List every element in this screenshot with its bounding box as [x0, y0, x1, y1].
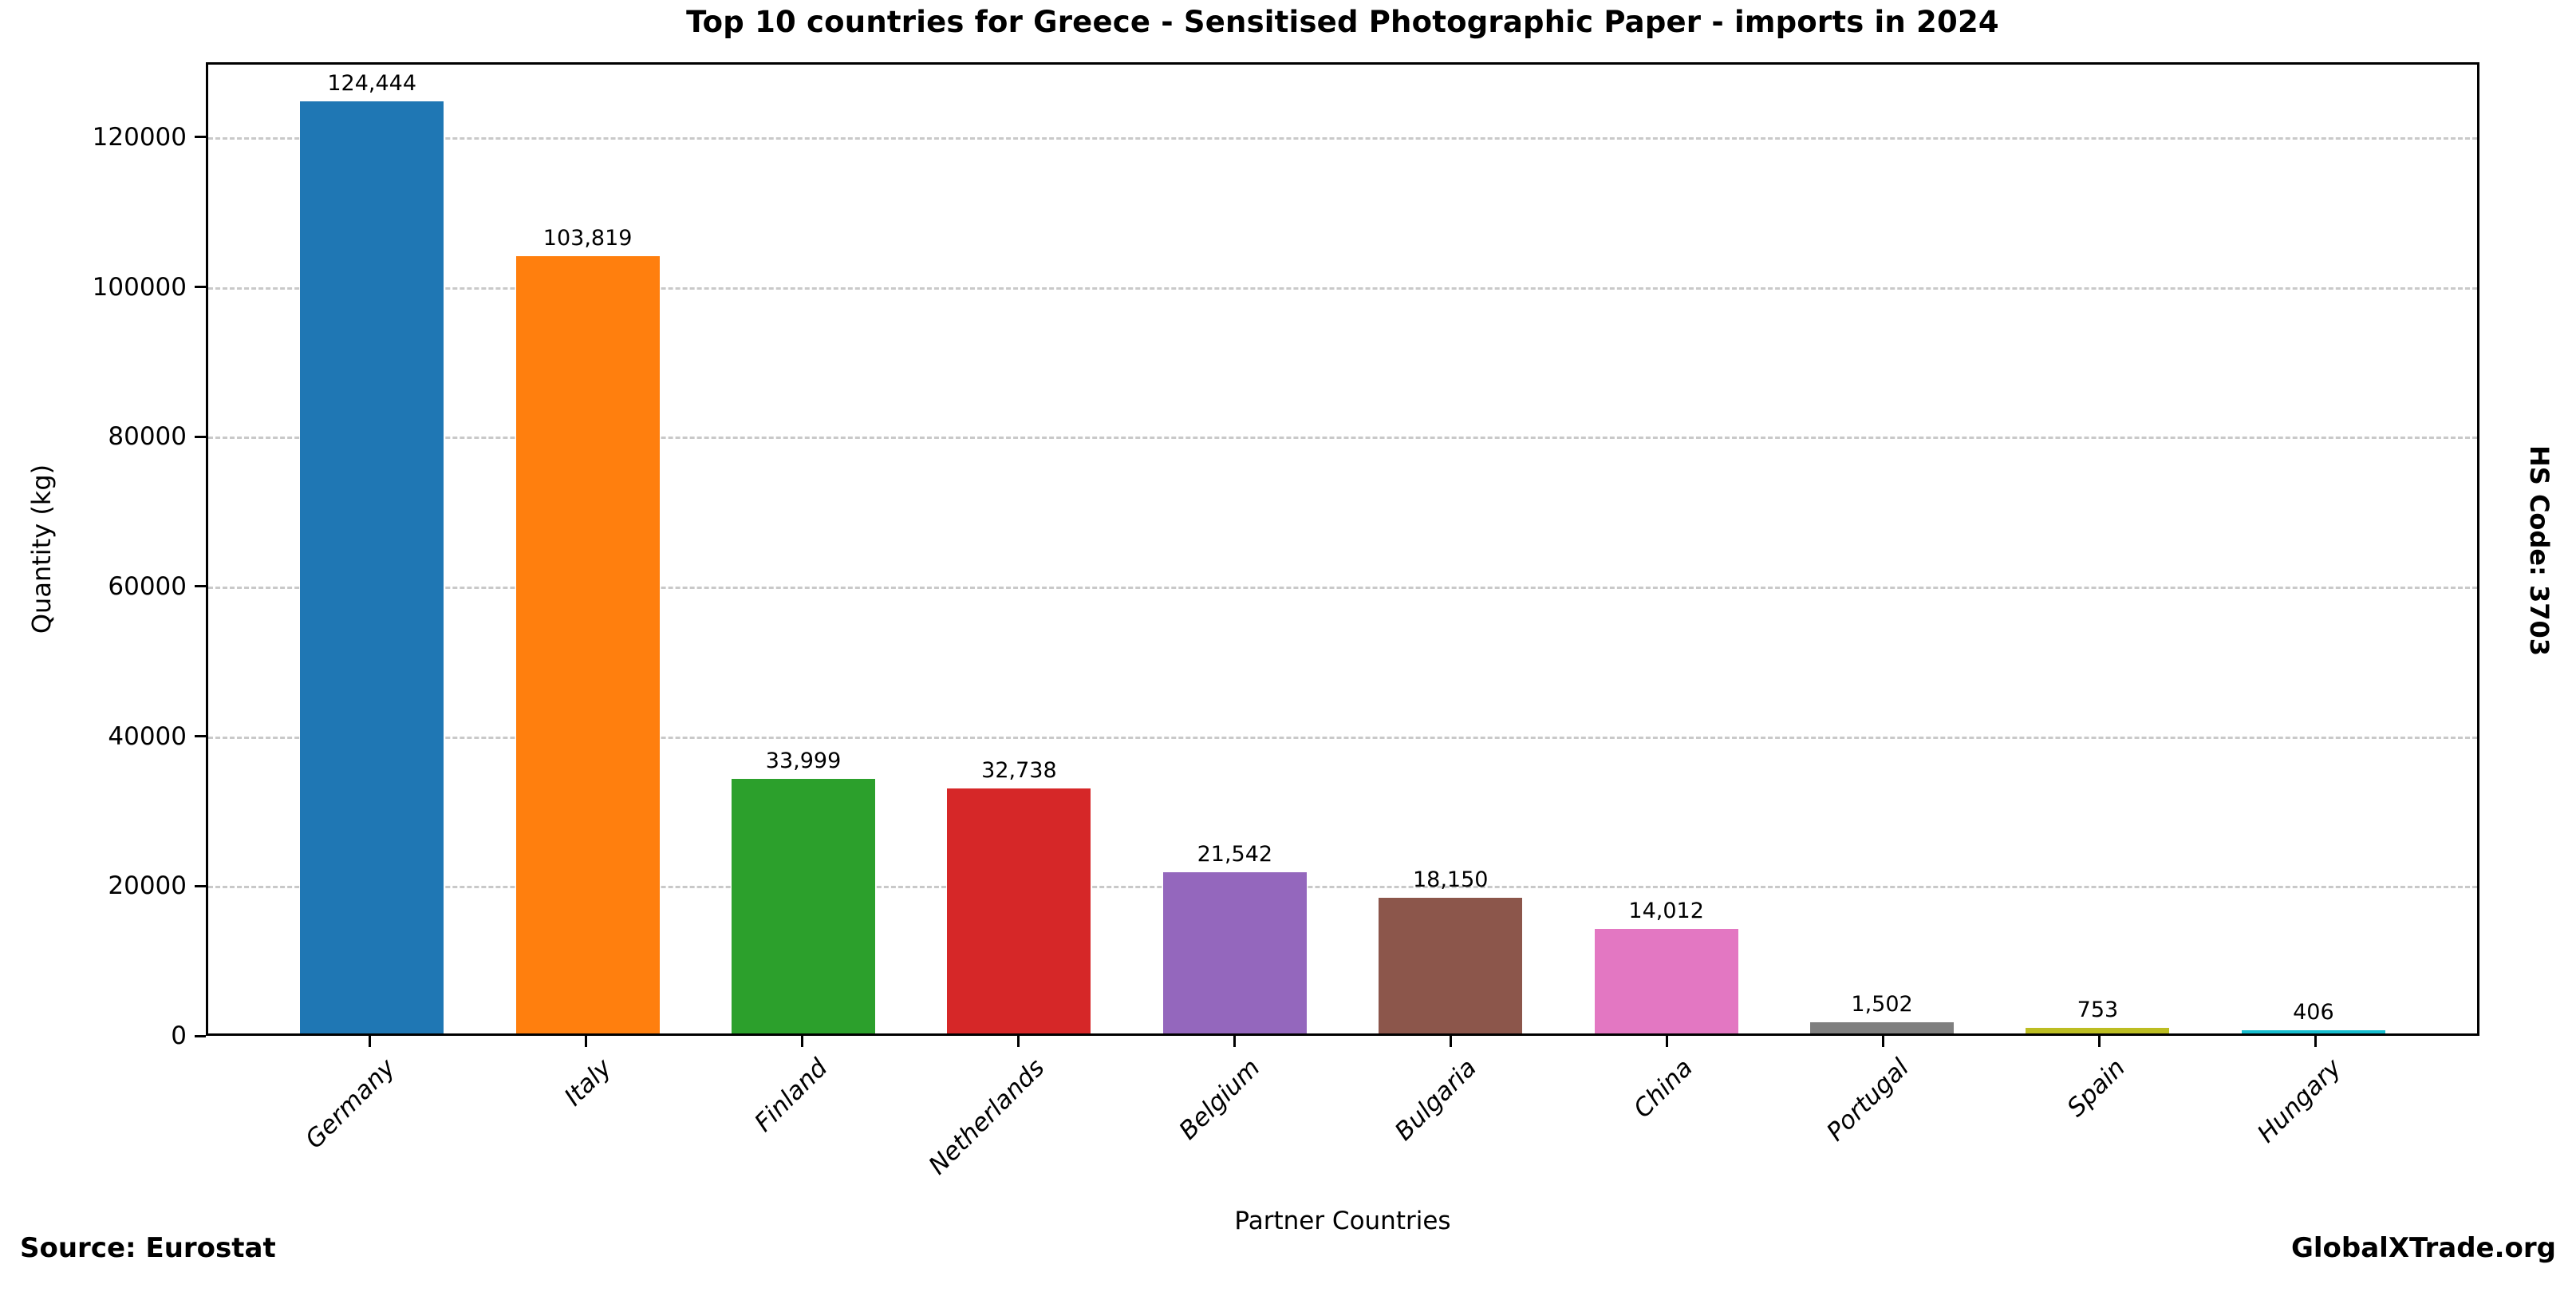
brand-watermark: GlobalXTrade.org [2290, 1232, 2556, 1264]
xtick-mark-hungary [2314, 1036, 2317, 1047]
xtick-mark-finland [801, 1036, 803, 1047]
bar-slot-finland: 33,999 [696, 65, 911, 1033]
bar-slot-germany: 124,444 [264, 65, 479, 1033]
xtick-label-belgium: Belgium [1174, 1053, 1266, 1146]
xtick-label-italy: Italy [558, 1053, 617, 1112]
xtick-label-netherlands: Netherlands [922, 1053, 1050, 1181]
ytick-mark-20000 [195, 884, 206, 887]
ytick-label-0: 0 [171, 1021, 187, 1050]
xtick-label-hungary: Hungary [2251, 1053, 2347, 1149]
bar-belgium: 21,542 [1162, 842, 1307, 1033]
bar-value-portugal: 1,502 [1851, 991, 1913, 1017]
xtick-label-bulgaria: Bulgaria [1389, 1053, 1482, 1147]
ytick-mark-80000 [195, 435, 206, 438]
bar-germany: 124,444 [300, 71, 444, 1033]
bar-value-china: 14,012 [1628, 898, 1704, 923]
bar-bulgaria: 18,150 [1379, 867, 1523, 1033]
bar-value-spain: 753 [2077, 997, 2119, 1022]
gridline-100000 [208, 286, 2477, 290]
ytick-label-60000: 60000 [108, 571, 187, 601]
bar-italy: 103,819 [515, 226, 660, 1033]
bar-value-netherlands: 32,738 [981, 757, 1057, 783]
chart-title: Top 10 countries for Greece - Sensitised… [686, 5, 1999, 39]
ytick-label-100000: 100000 [92, 272, 187, 302]
bar-slot-italy: 103,819 [479, 65, 695, 1033]
bar-slot-china: 14,012 [1558, 65, 1773, 1033]
xtick-label-finland: Finland [749, 1053, 834, 1138]
ytick-mark-60000 [195, 585, 206, 588]
ytick-mark-120000 [195, 136, 206, 139]
hs-code-label: HS Code: 3703 [2524, 445, 2554, 657]
xtick-mark-spain [2098, 1036, 2101, 1047]
ytick-label-80000: 80000 [108, 422, 187, 452]
xtick-mark-italy [585, 1036, 587, 1047]
xtick-label-portugal: Portugal [1821, 1053, 1915, 1148]
gridline-120000 [208, 136, 2477, 140]
gridline-60000 [208, 586, 2477, 589]
bar-hungary: 406 [2241, 1000, 2385, 1033]
ytick-label-20000: 20000 [108, 871, 187, 901]
x-axis-title: Partner Countries [1234, 1207, 1451, 1235]
gridline-40000 [208, 736, 2477, 739]
bar-value-belgium: 21,542 [1197, 841, 1273, 867]
xtick-label-china: China [1627, 1053, 1698, 1124]
ytick-mark-0 [195, 1034, 206, 1037]
bar-value-germany: 124,444 [327, 71, 417, 97]
xtick-label-spain: Spain [2061, 1053, 2131, 1123]
source-attribution: Source: Eurostat [20, 1232, 276, 1264]
ytick-label-120000: 120000 [92, 122, 187, 152]
bar-spain: 753 [2026, 998, 2170, 1033]
bar-slot-spain: 753 [1990, 65, 2205, 1033]
bar-slot-belgium: 21,542 [1127, 65, 1343, 1033]
bar-slot-portugal: 1,502 [1774, 65, 1990, 1033]
bar-slot-hungary: 406 [2206, 65, 2421, 1033]
gridline-80000 [208, 437, 2477, 440]
bar-slot-netherlands: 32,738 [911, 65, 1126, 1033]
xtick-label-germany: Germany [300, 1053, 401, 1155]
y-axis-title: Quantity (kg) [26, 464, 57, 634]
bar-value-bulgaria: 18,150 [1412, 867, 1489, 892]
xtick-mark-portugal [1882, 1036, 1884, 1047]
bars-container: 124,444 103,819 33,999 32,738 21,542 18,150 14… [208, 65, 2477, 1033]
bar-finland: 33,999 [732, 749, 876, 1033]
ytick-mark-40000 [195, 735, 206, 738]
xtick-mark-belgium [1233, 1036, 1236, 1047]
bar-value-finland: 33,999 [765, 748, 842, 773]
bar-value-hungary: 406 [2293, 1000, 2334, 1025]
bar-netherlands: 32,738 [947, 758, 1091, 1033]
xtick-mark-germany [369, 1036, 371, 1047]
plot-area: 124,444 103,819 33,999 32,738 21,542 18,150 14… [206, 62, 2479, 1036]
gridline-20000 [208, 886, 2477, 889]
bar-slot-bulgaria: 18,150 [1343, 65, 1558, 1033]
xtick-mark-netherlands [1017, 1036, 1020, 1047]
xtick-mark-bulgaria [1450, 1036, 1452, 1047]
bar-value-italy: 103,819 [542, 225, 633, 251]
ytick-mark-100000 [195, 286, 206, 289]
bar-portugal: 1,502 [1810, 992, 1955, 1033]
xtick-mark-china [1666, 1036, 1668, 1047]
ytick-label-40000: 40000 [108, 721, 187, 751]
bar-china: 14,012 [1594, 899, 1738, 1033]
